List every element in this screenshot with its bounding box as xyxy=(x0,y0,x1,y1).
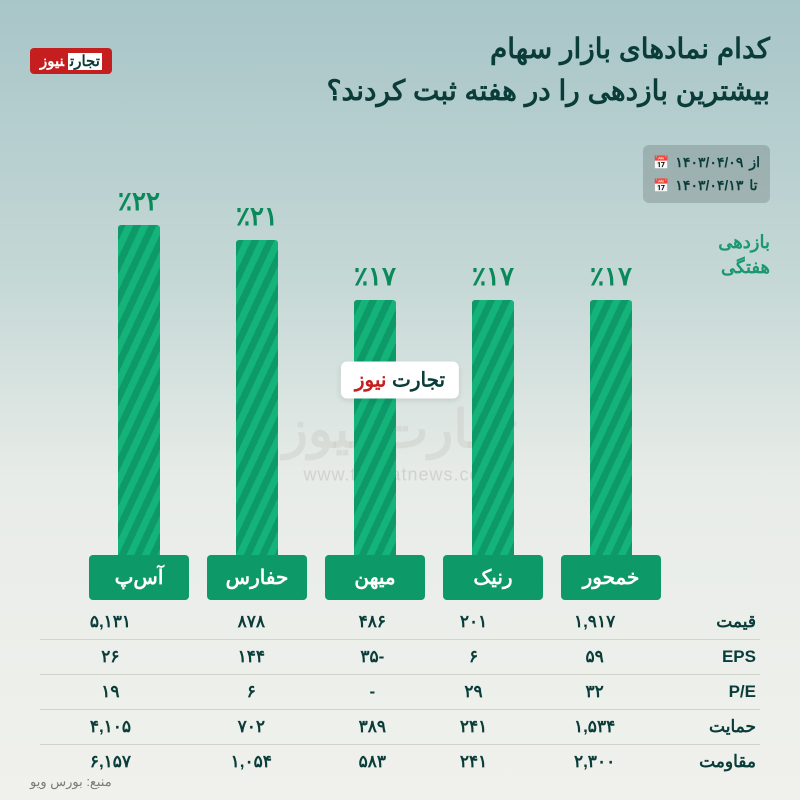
table-cell: ۲۰۱ xyxy=(423,605,524,640)
bar xyxy=(472,300,514,555)
bar-value: ٪۱۷ xyxy=(472,261,514,292)
table-cell: ۳۸۹ xyxy=(322,710,423,745)
table-row: P/E۳۲۲۹-۶۱۹ xyxy=(40,675,760,710)
table-cell: ۱,۹۱۷ xyxy=(524,605,665,640)
row-header: P/E xyxy=(665,675,760,710)
table-row: حمایت۱,۵۳۴۲۴۱۳۸۹۷۰۲۴,۱۰۵ xyxy=(40,710,760,745)
table-cell: ۲۴۱ xyxy=(423,710,524,745)
table-cell: ۲۶ xyxy=(40,640,181,675)
table-cell: ۴,۱۰۵ xyxy=(40,710,181,745)
bar-column: ٪۲۱ حفارس xyxy=(207,201,307,600)
bar-column: ٪۱۷ میهن xyxy=(325,261,425,600)
table-cell: - xyxy=(322,675,423,710)
row-header: EPS xyxy=(665,640,760,675)
bar xyxy=(118,225,160,555)
table-cell: ۱,۰۵۴ xyxy=(181,745,322,780)
bar-column: ٪۱۷ خمحور xyxy=(561,261,661,600)
row-header: مقاومت xyxy=(665,745,760,780)
bar-value: ٪۱۷ xyxy=(590,261,632,292)
table-cell: ۶ xyxy=(181,675,322,710)
date-from: ۱۴۰۳/۰۴/۰۹ xyxy=(675,151,743,173)
bar-value: ٪۱۷ xyxy=(354,261,396,292)
calendar-icon xyxy=(653,174,669,197)
table-cell: ۶ xyxy=(423,640,524,675)
date-to-label: تا xyxy=(749,174,757,196)
bar-label: آس‌پ xyxy=(89,555,189,600)
page-title: کدام نمادهای بازار سهام بیشترین بازدهی ر… xyxy=(30,28,770,112)
table-cell: -۳۵ xyxy=(322,640,423,675)
bar-label: حفارس xyxy=(207,555,307,600)
brand-logo: نیوز xyxy=(30,48,112,74)
title-line-1: کدام نمادهای بازار سهام xyxy=(30,28,770,70)
bar xyxy=(236,240,278,555)
row-header: حمایت xyxy=(665,710,760,745)
bar-value: ٪۲۱ xyxy=(236,201,278,232)
title-line-2: بیشترین بازدهی را در هفته ثبت کردند؟ xyxy=(30,70,770,112)
bar-label: رنیک xyxy=(443,555,543,600)
calendar-icon xyxy=(653,151,669,174)
date-from-label: از xyxy=(749,151,760,173)
table-cell: ۱۹ xyxy=(40,675,181,710)
table-cell: ۲۴۱ xyxy=(423,745,524,780)
table-cell: ۲۹ xyxy=(423,675,524,710)
table-cell: ۲,۳۰۰ xyxy=(524,745,665,780)
bar-column: ٪۲۲ آس‌پ xyxy=(89,186,189,600)
bar xyxy=(354,300,396,555)
table-cell: ۷۰۲ xyxy=(181,710,322,745)
table-cell: ۵۸۳ xyxy=(322,745,423,780)
date-to: ۱۴۰۳/۰۴/۱۳ xyxy=(675,174,743,196)
bar xyxy=(590,300,632,555)
center-logo: تجارت نیوز xyxy=(341,362,459,399)
y-axis-label: بازدهی هفتگی xyxy=(718,230,770,280)
table-cell: ۴۸۶ xyxy=(322,605,423,640)
table-row: EPS۵۹۶-۳۵۱۴۴۲۶ xyxy=(40,640,760,675)
bar-label: خمحور xyxy=(561,555,661,600)
bar-label: میهن xyxy=(325,555,425,600)
data-table: قیمت۱,۹۱۷۲۰۱۴۸۶۸۷۸۵,۱۳۱EPS۵۹۶-۳۵۱۴۴۲۶P/E… xyxy=(40,605,760,779)
source-label: منبع: بورس ویو xyxy=(30,774,112,790)
date-range-box: از ۱۴۰۳/۰۴/۰۹ تا ۱۴۰۳/۰۴/۱۳ xyxy=(643,145,770,203)
bar-column: ٪۱۷ رنیک xyxy=(443,261,543,600)
table-cell: ۱,۵۳۴ xyxy=(524,710,665,745)
table-cell: ۵,۱۳۱ xyxy=(40,605,181,640)
bar-chart: ٪۲۲آس‌پ٪۲۱حفارس٪۱۷میهن٪۱۷رنیک٪۱۷خمحور xyxy=(80,200,670,600)
table-cell: ۵۹ xyxy=(524,640,665,675)
table-cell: ۱۴۴ xyxy=(181,640,322,675)
table-row: قیمت۱,۹۱۷۲۰۱۴۸۶۸۷۸۵,۱۳۱ xyxy=(40,605,760,640)
table-row: مقاومت۲,۳۰۰۲۴۱۵۸۳۱,۰۵۴۶,۱۵۷ xyxy=(40,745,760,780)
table-cell: ۸۷۸ xyxy=(181,605,322,640)
table-cell: ۳۲ xyxy=(524,675,665,710)
bar-value: ٪۲۲ xyxy=(118,186,160,217)
row-header: قیمت xyxy=(665,605,760,640)
